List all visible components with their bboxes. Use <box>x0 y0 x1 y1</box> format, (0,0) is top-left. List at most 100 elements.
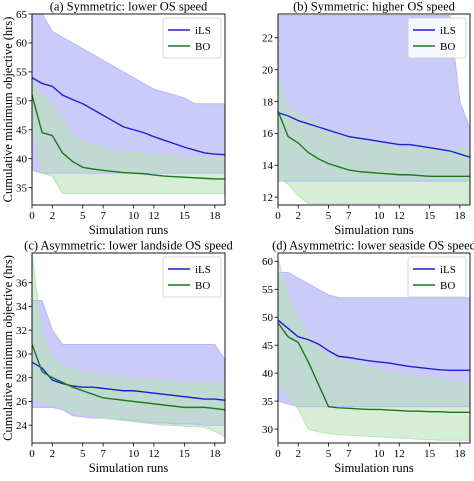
band-edge-bo-lower <box>32 395 225 438</box>
band-edge-bo-upper <box>32 83 225 160</box>
panel-title: (d) Asymmetric: lower seaside OS speed <box>272 239 474 253</box>
band-edge-ils-lower <box>32 406 225 426</box>
y-tick-label: 26 <box>16 396 28 408</box>
band-bo <box>32 253 225 438</box>
band-ils <box>32 14 225 174</box>
y-tick-label: 24 <box>16 420 28 432</box>
y-tick-label: 40 <box>16 153 28 165</box>
x-tick-label: 5 <box>326 210 332 222</box>
x-tick-label: 12 <box>148 448 159 460</box>
y-tick-label: 60 <box>16 38 28 50</box>
legend-label-ils: iLS <box>440 25 456 37</box>
legend: iLS BO <box>407 17 467 59</box>
y-tick-label: 35 <box>262 396 274 408</box>
band-edge-bo-upper <box>32 253 225 385</box>
y-tick-label: 30 <box>262 424 274 436</box>
legend-box <box>162 256 222 298</box>
y-tick-label: 60 <box>262 256 274 268</box>
band-edge-ils-upper <box>278 272 470 299</box>
axes-frame <box>277 252 471 444</box>
panel-title: (c) Asymmetric: lower landside OS speed <box>24 239 233 253</box>
y-tick-label: 50 <box>16 96 28 108</box>
x-tick-label: 18 <box>454 448 466 460</box>
y-tick-label: 12 <box>262 192 273 204</box>
x-tick-label: 2 <box>295 210 301 222</box>
x-axis-label: Simulation runs <box>89 223 169 237</box>
axes-frame <box>31 252 226 444</box>
y-tick-label: 16 <box>262 128 274 140</box>
band-bo <box>278 258 470 441</box>
x-tick-label: 15 <box>179 448 191 460</box>
legend-label-bo: BO <box>440 280 455 292</box>
band-edge-ils-lower <box>278 400 470 408</box>
x-tick-label: 18 <box>454 210 466 222</box>
band-edge-ils-upper <box>278 15 470 129</box>
y-axis-label: Cumulative minimum objective (hrs) <box>1 255 15 441</box>
x-tick-label: 10 <box>374 448 386 460</box>
legend: iLS BO <box>162 17 222 59</box>
legend: iLS BO <box>407 256 467 298</box>
x-tick-label: 18 <box>209 448 221 460</box>
x-tick-label: 7 <box>346 448 352 460</box>
x-axis-label: Simulation runs <box>89 461 169 475</box>
x-axis-label: Simulation runs <box>334 223 414 237</box>
x-tick-label: 10 <box>374 210 386 222</box>
legend-label-bo: BO <box>195 41 210 53</box>
x-tick-label: 0 <box>29 448 35 460</box>
y-tick-label: 34 <box>16 301 28 313</box>
x-tick-label: 18 <box>209 210 221 222</box>
band-edge-bo-lower <box>278 177 470 204</box>
chart-panel-0: 0 2 5 7 10 12 15 18 35 40 45 50 55 60 65 (a) Symmetric:… <box>1 0 226 237</box>
x-tick-label: 12 <box>394 210 405 222</box>
axes-frame <box>277 13 471 206</box>
y-tick-label: 50 <box>262 312 274 324</box>
x-tick-label: 10 <box>128 210 140 222</box>
y-tick-label: 35 <box>16 182 28 194</box>
x-tick-label: 2 <box>295 448 301 460</box>
series-line-bo <box>32 344 225 411</box>
legend-label-bo: BO <box>440 41 455 53</box>
x-tick-label: 15 <box>179 210 191 222</box>
panel-title: (a) Symmetric: lower OS speed <box>50 0 208 14</box>
x-tick-label: 7 <box>100 448 106 460</box>
band-edge-ils-upper <box>32 14 225 105</box>
x-tick-label: 5 <box>80 210 86 222</box>
plot-area <box>32 14 225 194</box>
plot-area <box>278 258 470 441</box>
y-tick-label: 45 <box>262 340 274 352</box>
series-line-bo <box>278 110 470 178</box>
x-tick-label: 7 <box>346 210 352 222</box>
x-tick-label: 0 <box>275 210 281 222</box>
x-tick-label: 15 <box>424 210 436 222</box>
x-tick-label: 7 <box>100 210 106 222</box>
x-tick-label: 0 <box>275 448 281 460</box>
x-tick-label: 0 <box>29 210 35 222</box>
axes-frame <box>31 13 226 206</box>
panel-title: (b) Symmetric: higher OS speed <box>293 0 456 14</box>
y-tick-label: 40 <box>262 368 274 380</box>
legend-label-ils: iLS <box>440 264 456 276</box>
y-tick-label: 45 <box>16 125 28 137</box>
y-axis-label: Cumulative minimum objective (hrs) <box>1 17 15 203</box>
legend-box <box>407 17 467 59</box>
band-edge-bo-lower <box>32 123 225 194</box>
y-tick-label: 65 <box>16 9 28 21</box>
legend-label-ils: iLS <box>195 264 211 276</box>
y-tick-label: 36 <box>16 277 28 289</box>
legend-label-bo: BO <box>195 280 210 292</box>
y-tick-label: 55 <box>262 284 274 296</box>
y-tick-label: 20 <box>262 65 274 77</box>
y-tick-label: 30 <box>16 349 28 361</box>
series-line-ils <box>32 77 225 156</box>
band-bo <box>278 77 470 204</box>
x-tick-label: 15 <box>424 448 436 460</box>
x-tick-label: 5 <box>326 448 332 460</box>
y-tick-label: 14 <box>262 160 274 172</box>
series-line-ils <box>32 361 225 401</box>
y-tick-label: 22 <box>262 33 273 45</box>
series-line-ils <box>278 319 470 372</box>
y-tick-label: 18 <box>262 96 274 108</box>
series-line-ils <box>278 112 470 158</box>
legend-box <box>407 256 467 298</box>
